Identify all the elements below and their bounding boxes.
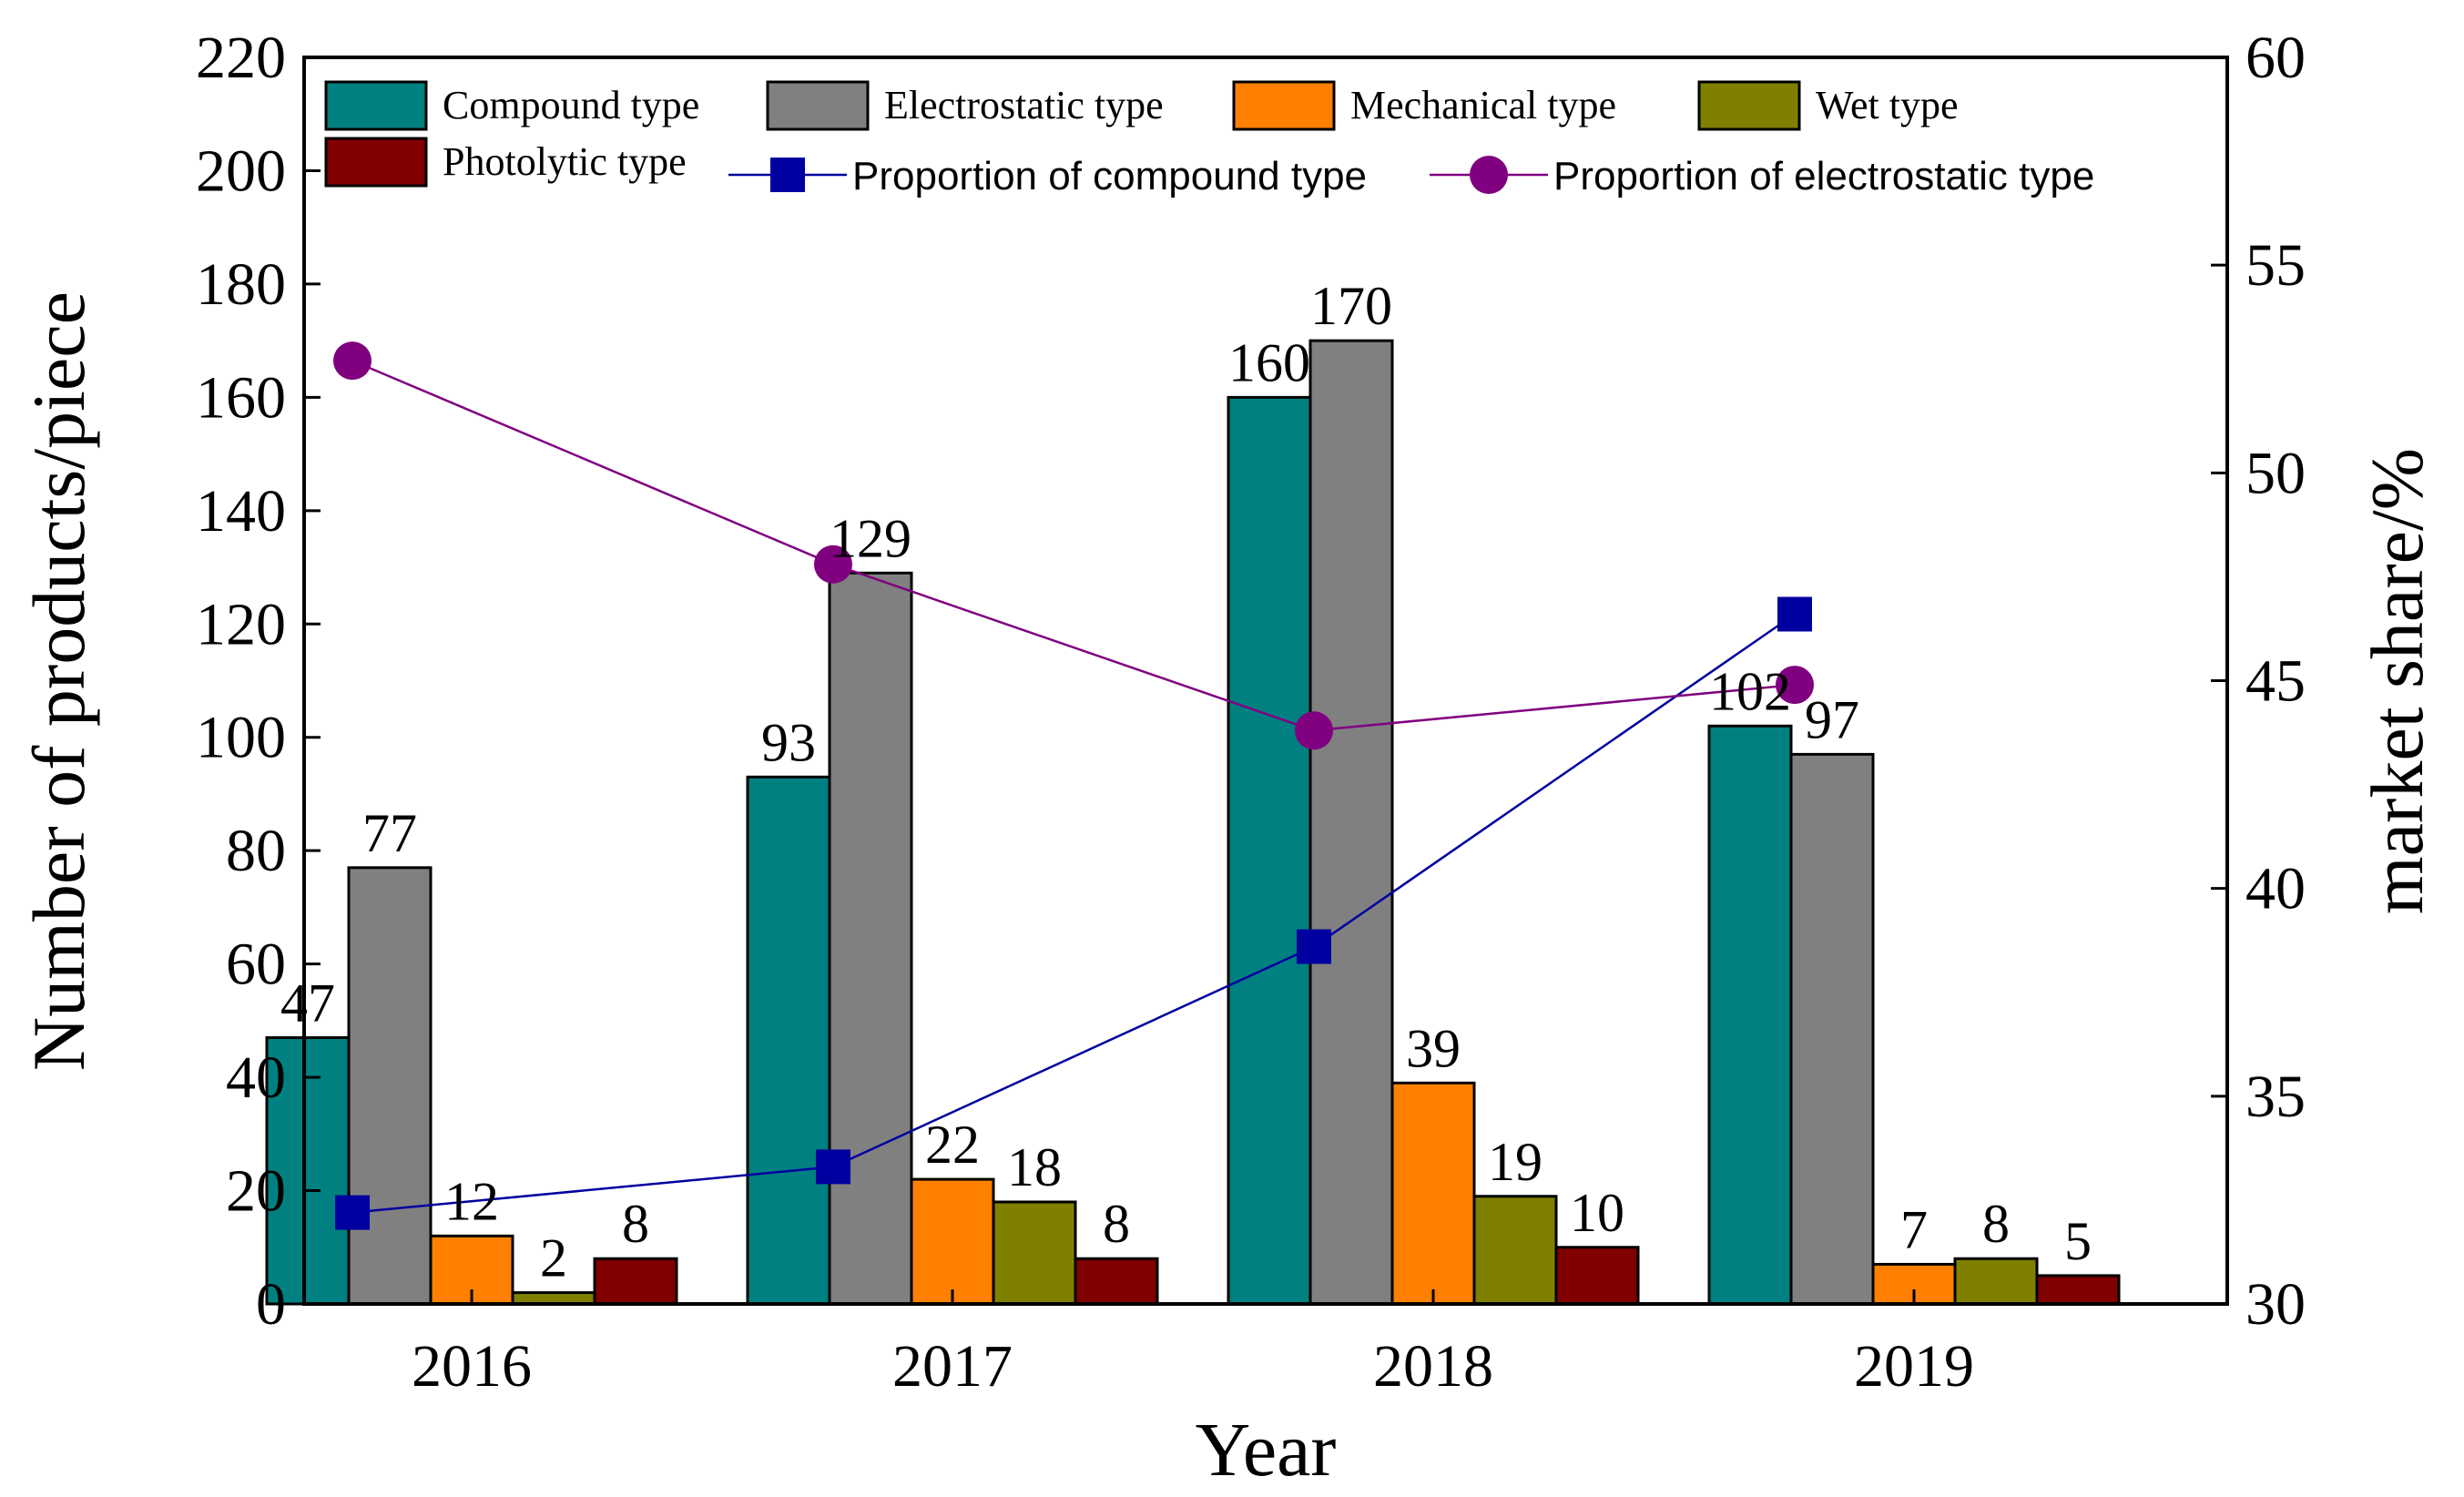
bar-label-photolytic-type-2019: 5 (2064, 1211, 2092, 1271)
x-tick-label-2019: 2019 (1854, 1333, 1974, 1400)
legend-swatch-compound-type (324, 80, 428, 131)
bar-label-compound-type-2016: 47 (280, 973, 335, 1034)
bar-label-electrostatic-type-2018: 170 (1310, 276, 1392, 336)
bar-label-mechanical-type-2016: 12 (444, 1171, 499, 1231)
point-proportion-of-compound-type-2017 (816, 1149, 850, 1185)
y2-tick-label-50: 50 (2245, 440, 2306, 506)
legend-label-proportion-of-compound-type: Proportion of compound type (852, 154, 1367, 199)
bar-label-electrostatic-type-2016: 77 (362, 803, 417, 863)
legend-swatch-electrostatic-type (766, 80, 870, 131)
point-proportion-of-compound-type-2018 (1297, 929, 1331, 964)
y2-tick-label-40: 40 (2245, 856, 2306, 922)
y-tick-label-180: 180 (196, 251, 286, 318)
legend-label-compound-type: Compound type (443, 83, 699, 127)
legend-label-mechanical-type: Mechanical type (1350, 83, 1616, 127)
bar-label-photolytic-type-2016: 8 (622, 1194, 649, 1254)
bar-label-wet-type-2017: 18 (1007, 1137, 1062, 1197)
point-proportion-of-electrostatic-type-2016 (333, 341, 372, 381)
y-tick-label-140: 140 (196, 478, 286, 545)
bar-wet-type-2019 (1953, 1257, 2039, 1306)
x-tick-label-2016: 2016 (412, 1333, 532, 1400)
legend-label-wet-type: Wet type (1816, 83, 1959, 127)
y-tick-label-60: 60 (226, 932, 286, 998)
bar-label-electrostatic-type-2017: 129 (830, 508, 911, 568)
line-proportion-of-electrostatic-type (351, 359, 1796, 732)
ticks-layer: 0 20 40 60 80 100 120 140 160 180 200 220 30 35 40 45 50… (196, 25, 2306, 1400)
point-proportion-of-compound-type-2019 (1777, 596, 1812, 632)
bar-mechanical-type-2017 (910, 1177, 995, 1306)
legend-marker-proportion-of-compound-type (770, 158, 805, 192)
legend-label-electrostatic-type: Electrostatic type (884, 83, 1164, 127)
bar-photolytic-type-2016 (593, 1257, 678, 1306)
bar-compound-type-2016 (265, 1036, 351, 1306)
bar-electrostatic-type-2016 (347, 866, 433, 1306)
bar-photolytic-type-2017 (1074, 1257, 1159, 1306)
bars-layer (265, 339, 2121, 1306)
legend-marker-proportion-of-electrostatic-type (1470, 156, 1508, 194)
bar-label-wet-type-2019: 8 (1982, 1194, 2010, 1254)
y2-tick-label-35: 35 (2245, 1064, 2306, 1130)
lines-layer (333, 341, 1814, 1230)
bar-label-compound-type-2018: 160 (1228, 332, 1310, 392)
legend-swatch-wet-type (1697, 80, 1801, 131)
x-tick-label-2018: 2018 (1373, 1333, 1493, 1400)
point-proportion-of-electrostatic-type-2019 (1776, 666, 1814, 705)
y-tick-label-220: 220 (196, 25, 286, 91)
y-tick-label-80: 80 (226, 818, 286, 884)
y2-axis-title: market share/% (2356, 448, 2439, 914)
bar-compound-type-2019 (1707, 724, 1793, 1306)
bar-label-compound-type-2019: 102 (1709, 661, 1791, 721)
bar-photolytic-type-2019 (2035, 1274, 2121, 1306)
point-proportion-of-electrostatic-type-2017 (814, 545, 852, 584)
bar-wet-type-2018 (1472, 1195, 1558, 1306)
x-axis-title: Year (1196, 1408, 1337, 1492)
y-axis-title: Number of products/piece (17, 291, 100, 1071)
legend-swatch-mechanical-type (1232, 80, 1336, 131)
point-proportion-of-compound-type-2016 (335, 1195, 370, 1230)
legend-label-proportion-of-electrostatic-type: Proportion of electrostatic type (1553, 154, 2094, 199)
bar-electrostatic-type-2019 (1789, 752, 1875, 1306)
bar-label-mechanical-type-2019: 7 (1900, 1199, 1928, 1259)
x-tick-label-2017: 2017 (892, 1333, 1013, 1400)
bar-wet-type-2017 (992, 1200, 1077, 1306)
bar-label-wet-type-2018: 19 (1488, 1132, 1543, 1192)
y2-tick-label-45: 45 (2245, 648, 2306, 715)
bar-electrostatic-type-2017 (828, 571, 913, 1306)
bar-label-wet-type-2016: 2 (540, 1228, 567, 1288)
y-tick-label-0: 0 (256, 1271, 286, 1338)
legend: Compound type Electrostatic type Mechanica… (324, 80, 2094, 199)
legend-label-photolytic-type: Photolytic type (443, 139, 687, 184)
legend-swatch-photolytic-type (324, 137, 428, 188)
y-tick-label-20: 20 (226, 1158, 286, 1225)
y2-tick-label-30: 30 (2245, 1271, 2306, 1338)
y-tick-label-160: 160 (196, 364, 286, 431)
bar-label-photolytic-type-2017: 8 (1103, 1194, 1130, 1254)
y-tick-label-100: 100 (196, 705, 286, 771)
y-tick-label-200: 200 (196, 137, 286, 204)
y-tick-label-40: 40 (226, 1044, 286, 1111)
bar-photolytic-type-2018 (1554, 1246, 1640, 1306)
bar-compound-type-2018 (1227, 395, 1312, 1306)
bar-label-photolytic-type-2018: 10 (1570, 1183, 1624, 1243)
bar-electrostatic-type-2018 (1308, 339, 1394, 1306)
bar-label-mechanical-type-2018: 39 (1406, 1018, 1461, 1078)
bar-mechanical-type-2018 (1390, 1081, 1476, 1306)
bar-compound-type-2017 (746, 775, 831, 1306)
bar-labels-layer: 47 93 160 102 77 129 170 97 12 22 39 7 2 18 19 8 8 8 10 5 (280, 276, 2092, 1288)
bar-label-compound-type-2017: 93 (761, 712, 816, 772)
line-proportion-of-compound-type (351, 613, 1796, 1214)
y2-tick-label-60: 60 (2245, 25, 2306, 91)
point-proportion-of-electrostatic-type-2018 (1295, 711, 1333, 750)
y-tick-label-120: 120 (196, 591, 286, 657)
bar-label-electrostatic-type-2019: 97 (1805, 689, 1859, 749)
y2-tick-label-55: 55 (2245, 232, 2306, 299)
bar-label-mechanical-type-2017: 22 (925, 1115, 980, 1175)
